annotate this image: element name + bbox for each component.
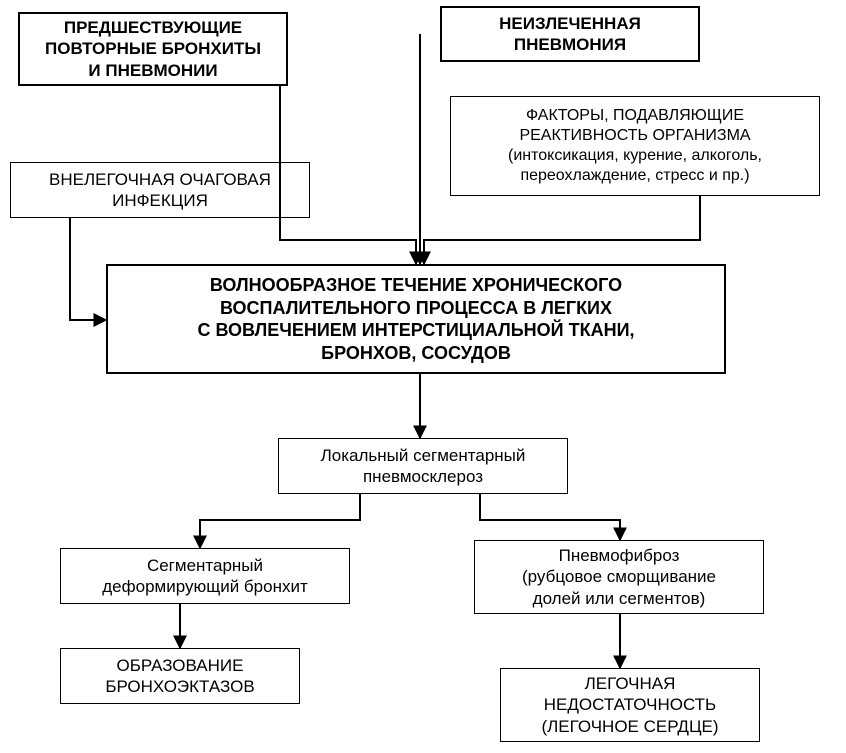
node-text-line: РЕАКТИВНОСТЬ ОРГАНИЗМА — [519, 126, 750, 146]
node-text-line: (интоксикация, курение, алкоголь, — [508, 146, 762, 166]
node-text-line: БРОНХОЭКТАЗОВ — [105, 676, 254, 697]
node-neizlechennaya-pnevmoniya: НЕИЗЛЕЧЕННАЯПНЕВМОНИЯ — [440, 6, 700, 62]
node-text-line: долей или сегментов) — [533, 588, 706, 609]
edge — [480, 494, 620, 540]
node-text-line: Локальный сегментарный — [321, 445, 526, 466]
node-vnelegochnaya-infektsiya: ВНЕЛЕГОЧНАЯ ОЧАГОВАЯИНФЕКЦИЯ — [10, 162, 310, 218]
node-text-line: ОБРАЗОВАНИЕ — [117, 655, 244, 676]
node-text-line: НЕИЗЛЕЧЕННАЯ — [499, 13, 641, 34]
node-text-line: (ЛЕГОЧНОЕ СЕРДЦЕ) — [541, 716, 718, 737]
node-text-line: пневмосклероз — [363, 466, 483, 487]
flowchart-canvas: ПРЕДШЕСТВУЮЩИЕПОВТОРНЫЕ БРОНХИТЫИ ПНЕВМО… — [0, 0, 846, 753]
node-text-line: ПОВТОРНЫЕ БРОНХИТЫ — [45, 38, 261, 59]
node-text-line: БРОНХОВ, СОСУДОВ — [321, 342, 511, 365]
node-predshestvuyushchie: ПРЕДШЕСТВУЮЩИЕПОВТОРНЫЕ БРОНХИТЫИ ПНЕВМО… — [18, 12, 288, 86]
edge — [200, 494, 360, 548]
node-text-line: ВОЛНООБРАЗНОЕ ТЕЧЕНИЕ ХРОНИЧЕСКОГО — [210, 274, 622, 297]
node-text-line: переохлаждение, стресс и пр.) — [520, 166, 749, 186]
node-obrazovanie-bronkhoektazov: ОБРАЗОВАНИЕБРОНХОЭКТАЗОВ — [60, 648, 300, 704]
node-pnevmofibroz: Пневмофиброз(рубцовое сморщиваниедолей и… — [474, 540, 764, 614]
node-segmentarnyy-bronkhit: Сегментарныйдеформирующий бронхит — [60, 548, 350, 604]
node-text-line: ФАКТОРЫ, ПОДАВЛЯЮЩИЕ — [526, 106, 744, 126]
node-text-line: (рубцовое сморщивание — [522, 566, 716, 587]
node-text-line: ЛЕГОЧНАЯ — [585, 673, 676, 694]
edge — [424, 196, 700, 264]
edge — [70, 218, 106, 320]
node-lokalnyy-pnevmoskleroz: Локальный сегментарныйпневмосклероз — [278, 438, 568, 494]
node-text-line: С ВОВЛЕЧЕНИЕМ ИНТЕРСТИЦИАЛЬНОЙ ТКАНИ, — [197, 319, 634, 342]
node-volnoobraznoe-techenie: ВОЛНООБРАЗНОЕ ТЕЧЕНИЕ ХРОНИЧЕСКОГОВОСПАЛ… — [106, 264, 726, 374]
node-text-line: НЕДОСТАТОЧНОСТЬ — [544, 694, 716, 715]
node-text-line: ВОСПАЛИТЕЛЬНОГО ПРОЦЕССА В ЛЕГКИХ — [220, 297, 612, 320]
node-text-line: ПНЕВМОНИЯ — [514, 34, 626, 55]
node-text-line: Пневмофиброз — [559, 545, 680, 566]
node-text-line: И ПНЕВМОНИИ — [88, 60, 217, 81]
node-text-line: Сегментарный — [147, 555, 263, 576]
node-legochnaya-nedostatochnost: ЛЕГОЧНАЯНЕДОСТАТОЧНОСТЬ(ЛЕГОЧНОЕ СЕРДЦЕ) — [500, 668, 760, 742]
node-text-line: ИНФЕКЦИЯ — [112, 190, 208, 211]
node-text-line: ВНЕЛЕГОЧНАЯ ОЧАГОВАЯ — [49, 169, 271, 190]
node-text-line: деформирующий бронхит — [102, 576, 308, 597]
node-text-line: ПРЕДШЕСТВУЮЩИЕ — [64, 17, 242, 38]
node-faktory-reaktivnost: ФАКТОРЫ, ПОДАВЛЯЮЩИЕРЕАКТИВНОСТЬ ОРГАНИЗ… — [450, 96, 820, 196]
